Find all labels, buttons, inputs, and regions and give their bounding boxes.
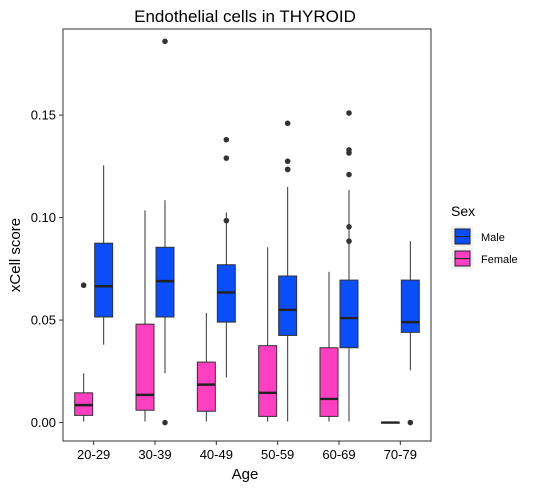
outlier-point <box>284 158 291 165</box>
outlier-point <box>162 419 168 426</box>
outlier-point <box>80 282 87 289</box>
legend-title: Sex <box>451 203 475 219</box>
outlier-point <box>284 166 291 173</box>
box-iqr <box>94 242 114 318</box>
x-tick-label: 60-69 <box>322 447 355 462</box>
legend-label-male: Male <box>481 232 505 244</box>
outlier-point <box>346 110 352 116</box>
box-female <box>74 282 94 422</box>
y-axis: 0.00 0.05 0.10 0.15 <box>31 108 63 430</box>
box-female <box>135 210 155 422</box>
box-iqr <box>278 275 298 336</box>
x-axis-title: Age <box>232 466 259 483</box>
box-iqr <box>196 361 216 412</box>
box-male <box>339 110 359 422</box>
outlier-point <box>162 38 168 45</box>
y-tick-label: 0.05 <box>31 313 56 328</box>
x-tick-label: 50-59 <box>261 447 294 462</box>
outlier-point <box>223 217 230 224</box>
outlier-point <box>407 419 414 426</box>
box-female <box>258 247 278 422</box>
box-male <box>278 120 298 422</box>
x-axis: 20-29 30-39 40-49 50-59 60-69 70-79 <box>77 441 417 462</box>
panel-border <box>62 28 432 442</box>
box-male <box>400 241 420 426</box>
box-male <box>94 165 114 345</box>
outlier-point <box>223 155 230 161</box>
legend-item-female: Female <box>451 248 518 269</box>
y-tick-label: 0.15 <box>31 108 56 123</box>
box-iqr <box>339 279 359 349</box>
box-iqr <box>135 323 155 411</box>
legend: Sex Male Female <box>451 203 518 269</box>
y-tick-label: 0.00 <box>31 415 56 430</box>
box-female <box>319 271 339 422</box>
x-tick-label: 30-39 <box>138 447 171 462</box>
box-male <box>216 136 236 378</box>
chart-title: Endothelial cells in THYROID <box>134 7 356 26</box>
outlier-point <box>223 136 230 143</box>
legend-label-female: Female <box>481 254 518 266</box>
outlier-point <box>346 171 352 178</box>
box-iqr <box>400 279 420 333</box>
box-male <box>155 38 175 426</box>
chart-marks <box>74 38 420 426</box>
x-tick-label: 40-49 <box>200 447 233 462</box>
x-tick-label: 20-29 <box>77 447 110 462</box>
outlier-point <box>346 150 352 156</box>
box-iqr <box>319 347 339 417</box>
box-female <box>380 421 400 424</box>
outlier-point <box>346 224 352 230</box>
legend-item-male: Male <box>451 226 505 247</box>
box-female <box>196 312 216 422</box>
outlier-point <box>346 238 352 244</box>
outlier-point <box>284 120 291 127</box>
y-axis-title: xCell score <box>7 218 24 292</box>
x-tick-label: 70-79 <box>384 447 417 462</box>
box-iqr <box>258 345 278 417</box>
y-tick-label: 0.10 <box>31 210 56 225</box>
